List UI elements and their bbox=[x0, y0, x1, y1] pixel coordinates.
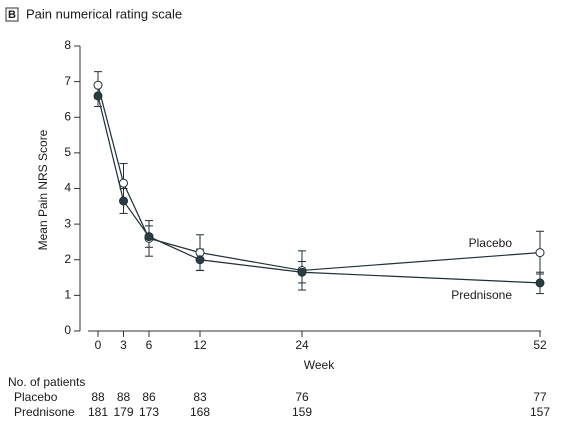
table-cell: 83 bbox=[193, 390, 207, 404]
table-cell: 157 bbox=[530, 405, 550, 419]
y-tick-label: 6 bbox=[64, 109, 71, 123]
x-tick-label: 12 bbox=[193, 338, 207, 352]
x-tick-label: 0 bbox=[95, 338, 102, 352]
table-cell: 86 bbox=[142, 390, 156, 404]
x-tick-label: 6 bbox=[146, 338, 153, 352]
table-cell: 181 bbox=[88, 405, 108, 419]
table-cell: 168 bbox=[190, 405, 210, 419]
data-point bbox=[535, 278, 545, 288]
table-row-label: Prednisone bbox=[14, 405, 75, 419]
y-tick-label: 8 bbox=[64, 38, 71, 52]
y-tick-label: 3 bbox=[64, 216, 71, 230]
x-tick-label: 52 bbox=[533, 338, 547, 352]
series-label: Prednisone bbox=[451, 288, 512, 302]
data-point bbox=[93, 80, 103, 90]
table-cell: 88 bbox=[117, 390, 131, 404]
data-point bbox=[297, 267, 307, 277]
series-line bbox=[97, 95, 541, 284]
y-tick-label: 7 bbox=[64, 74, 71, 88]
data-point bbox=[93, 91, 103, 101]
x-tick-label: 24 bbox=[295, 338, 309, 352]
series-label: Placebo bbox=[469, 236, 513, 250]
data-point bbox=[144, 232, 154, 242]
data-point bbox=[119, 196, 128, 206]
series-line bbox=[97, 85, 541, 272]
data-point bbox=[195, 255, 205, 265]
data-point bbox=[119, 178, 128, 188]
table-row-label: Placebo bbox=[14, 390, 58, 404]
y-tick-label: 4 bbox=[64, 181, 71, 195]
chart-title: Pain numerical rating scale bbox=[26, 6, 182, 21]
y-tick-label: 5 bbox=[64, 145, 71, 159]
table-cell: 76 bbox=[295, 390, 309, 404]
table-cell: 173 bbox=[139, 405, 159, 419]
table-cell: 159 bbox=[292, 405, 312, 419]
table-cell: 77 bbox=[533, 390, 547, 404]
y-axis-label: Mean Pain NRS Score bbox=[36, 129, 50, 250]
y-tick-label: 1 bbox=[64, 288, 71, 302]
x-tick-label: 3 bbox=[120, 338, 127, 352]
x-axis-label: Week bbox=[304, 358, 335, 372]
y-tick-label: 0 bbox=[64, 323, 71, 337]
table-cell: 88 bbox=[91, 390, 105, 404]
panel-label: B bbox=[8, 9, 16, 21]
table-title: No. of patients bbox=[8, 375, 85, 389]
panel-box bbox=[5, 7, 19, 22]
table-cell: 179 bbox=[113, 405, 133, 419]
y-tick-label: 2 bbox=[64, 252, 71, 266]
data-point bbox=[535, 248, 545, 258]
